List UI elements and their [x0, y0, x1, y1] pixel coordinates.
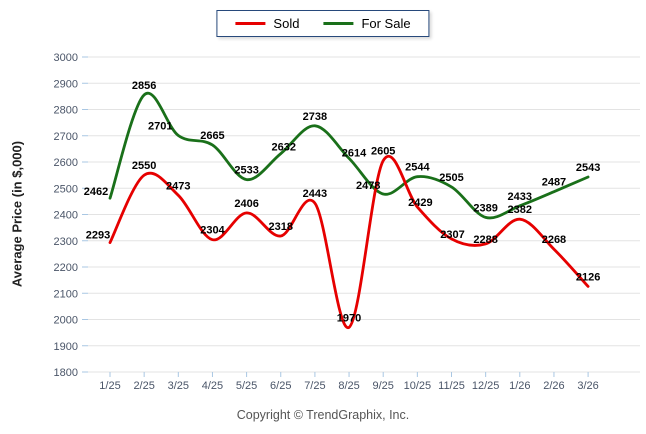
y-tick-label: 1900 — [54, 341, 78, 353]
point-label: 2533 — [234, 165, 258, 177]
x-tick-label: 10/25 — [404, 380, 432, 392]
y-tick-label: 2000 — [54, 315, 78, 327]
point-label: 2462 — [84, 186, 108, 198]
point-label: 2701 — [148, 120, 172, 132]
point-label: 2389 — [473, 202, 497, 214]
point-label: 2543 — [576, 162, 600, 174]
x-tick-label: 12/25 — [472, 380, 500, 392]
point-label: 2478 — [356, 180, 380, 192]
point-label: 2443 — [303, 188, 327, 200]
y-tick-label: 2100 — [54, 288, 78, 300]
point-label: 2288 — [473, 234, 497, 246]
legend-item-for-sale: For Sale — [323, 16, 411, 31]
point-label: 2433 — [508, 191, 532, 203]
x-tick-label: 2/26 — [543, 380, 564, 392]
point-label: 2473 — [166, 180, 190, 192]
x-axis: 1/25 2/25 3/25 4/25 5/25 6/25 7/25 8/25 9/25 10/2… — [99, 372, 599, 392]
point-label: 2487 — [542, 177, 566, 189]
point-label: 2544 — [405, 162, 430, 174]
point-label: 2293 — [86, 230, 110, 242]
y-tick-label: 2600 — [54, 157, 78, 169]
x-tick-label: 1/26 — [509, 380, 530, 392]
point-label: 2382 — [508, 204, 532, 216]
x-tick-label: 4/25 — [202, 380, 223, 392]
legend-label-sold: Sold — [273, 16, 300, 31]
point-label: 2738 — [303, 111, 327, 123]
x-tick-label: 3/26 — [577, 380, 598, 392]
legend-swatch-for-sale — [323, 22, 354, 25]
y-tick-label: 2300 — [54, 236, 78, 248]
point-label: 2406 — [234, 198, 258, 210]
legend-swatch-sold — [235, 22, 266, 25]
point-label: 2614 — [342, 147, 367, 159]
y-tick-label: 2800 — [54, 105, 78, 117]
x-tick-label: 8/25 — [338, 380, 359, 392]
point-labels-sold: 2293 2550 2473 2304 2406 2318 2443 1970 2605 2429… — [86, 146, 601, 325]
point-label: 2304 — [200, 225, 225, 237]
x-tick-label: 2/25 — [133, 380, 154, 392]
gridlines: 1800 1900 2000 2100 2200 2300 2400 2500 2600 2700… — [54, 52, 640, 379]
x-tick-label: 9/25 — [372, 380, 393, 392]
point-label: 2856 — [132, 80, 156, 92]
point-label: 2632 — [272, 142, 296, 154]
point-label: 2307 — [440, 229, 464, 241]
y-tick-label: 2400 — [54, 210, 78, 222]
series-line-sold — [108, 155, 590, 329]
legend-label-for-sale: For Sale — [361, 16, 411, 31]
point-label: 2665 — [200, 130, 224, 142]
y-tick-label: 1800 — [54, 367, 78, 379]
y-tick-label: 2700 — [54, 131, 78, 143]
point-label: 2126 — [576, 271, 600, 283]
point-labels-for-sale: 2462 2856 2701 2665 2533 2632 2738 2614 2478 2544… — [84, 80, 601, 215]
y-tick-label: 2500 — [54, 183, 78, 195]
point-label: 1970 — [337, 312, 361, 324]
point-label: 2318 — [269, 221, 293, 233]
point-label: 2605 — [371, 146, 395, 158]
x-tick-label: 1/25 — [99, 380, 120, 392]
y-tick-label: 2900 — [54, 78, 78, 90]
legend-item-sold: Sold — [235, 16, 299, 31]
series-line-for-sale — [108, 91, 590, 220]
x-tick-label: 3/25 — [168, 380, 189, 392]
x-tick-label: 5/25 — [236, 380, 257, 392]
x-tick-label: 7/25 — [304, 380, 325, 392]
x-tick-label: 6/25 — [270, 380, 291, 392]
point-label: 2268 — [542, 234, 566, 246]
chart-legend: Sold For Sale — [216, 10, 430, 37]
x-tick-label: 11/25 — [438, 380, 465, 392]
point-label: 2505 — [439, 172, 463, 184]
point-label: 2429 — [408, 197, 432, 209]
y-tick-label: 3000 — [54, 52, 78, 64]
y-tick-label: 2200 — [54, 262, 78, 274]
copyright-text: Copyright © TrendGraphix, Inc. — [236, 408, 410, 422]
point-label: 2550 — [132, 160, 156, 172]
